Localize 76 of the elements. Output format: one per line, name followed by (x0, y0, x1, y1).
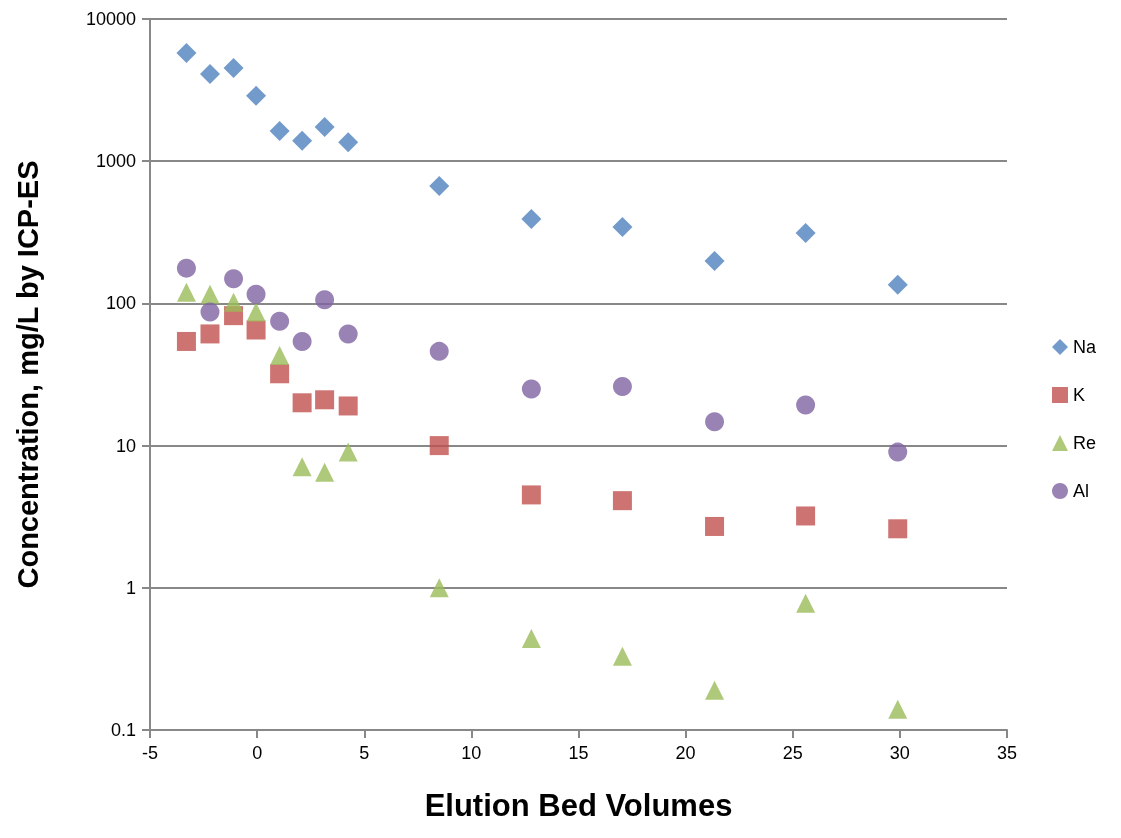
point (521, 629, 541, 648)
y-tick-label: 10000 (85, 9, 136, 29)
point (315, 462, 335, 482)
legend-label: Al (1072, 481, 1090, 501)
point (270, 364, 290, 384)
point (429, 175, 450, 196)
point (796, 593, 816, 613)
point (705, 412, 725, 432)
point (888, 699, 908, 719)
point (292, 457, 312, 477)
point (796, 395, 816, 415)
point (338, 442, 358, 462)
x-tick-label: 20 (675, 743, 696, 763)
point (705, 680, 725, 700)
x-tick-label: 30 (889, 743, 910, 763)
point (521, 485, 541, 505)
x-tick-label: 0 (252, 743, 263, 763)
point (246, 320, 266, 340)
point (887, 274, 908, 295)
point (429, 578, 449, 598)
point (521, 379, 541, 399)
point (429, 341, 449, 361)
point (246, 302, 266, 322)
point (314, 116, 335, 137)
point (315, 390, 335, 410)
point (292, 130, 313, 151)
legend-label: Na (1072, 337, 1097, 357)
point (612, 216, 633, 237)
point (315, 290, 335, 310)
point (246, 85, 267, 106)
x-tick-label: 15 (568, 743, 589, 763)
point (176, 282, 196, 302)
point (795, 222, 816, 243)
point (223, 58, 244, 79)
y-tick-label: 10 (115, 435, 136, 456)
point (338, 396, 358, 416)
y-tick-label: 0.1 (110, 720, 136, 740)
y-tick-label: 1 (125, 577, 136, 598)
y-tick-label: 1000 (95, 151, 136, 172)
point (224, 292, 244, 312)
point (888, 442, 908, 462)
point (612, 646, 632, 666)
point (292, 393, 312, 413)
point (429, 436, 449, 456)
point (176, 331, 196, 351)
point (200, 284, 220, 304)
point (176, 258, 196, 278)
legend-label: Re (1072, 433, 1097, 453)
point (246, 284, 266, 304)
point (888, 519, 908, 539)
x-axis-title: Elution Bed Volumes (424, 788, 733, 823)
point (704, 250, 725, 271)
legend-label: K (1072, 385, 1086, 405)
x-tick-label: 5 (359, 743, 370, 763)
point (200, 302, 220, 322)
x-tick-label: 10 (461, 743, 482, 763)
point (269, 121, 290, 142)
point (292, 331, 312, 351)
point (705, 516, 725, 536)
x-tick-label: 35 (996, 743, 1018, 763)
point (224, 269, 244, 289)
point (612, 377, 632, 397)
y-tick-label: 100 (105, 293, 136, 314)
point (612, 491, 632, 511)
point (796, 506, 816, 526)
point (521, 208, 542, 229)
x-tick-label: -5 (141, 743, 159, 763)
point (338, 132, 359, 153)
y-axis-title: Concentration, mg/L by ICP-ES (11, 160, 44, 589)
point (200, 324, 220, 344)
point (270, 346, 290, 366)
point (199, 64, 220, 85)
x-tick-label: 25 (782, 743, 803, 763)
point (270, 311, 290, 331)
point (176, 42, 197, 63)
point (338, 324, 358, 344)
